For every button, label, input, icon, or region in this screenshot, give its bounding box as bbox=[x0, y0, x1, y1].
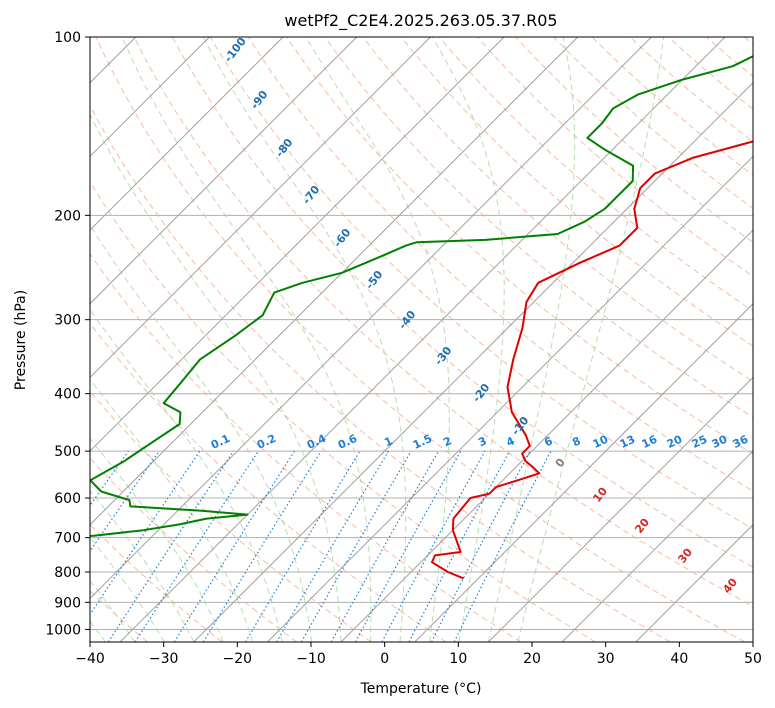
dry-adiabat bbox=[90, 104, 671, 642]
mixing-ratio-line bbox=[202, 450, 322, 642]
dry-adiabat bbox=[477, 37, 753, 277]
moist-adiabat bbox=[517, 37, 665, 642]
isotherm bbox=[90, 37, 505, 452]
dry-adiabat bbox=[438, 37, 753, 312]
dry-adiabat bbox=[90, 523, 223, 642]
mixing-ratio-label: 16 bbox=[640, 433, 660, 451]
plot-frame bbox=[89, 36, 754, 643]
moist-adiabat bbox=[90, 378, 254, 642]
isotherm bbox=[90, 37, 431, 379]
moist-adiabat bbox=[305, 37, 450, 642]
dewpoint-line bbox=[90, 55, 753, 537]
mixing-ratio-line bbox=[354, 450, 462, 642]
chart-title: wetPf2_C2E4.2025.263.05.37.R05 bbox=[284, 11, 557, 31]
x-tick-label: 10 bbox=[449, 651, 467, 667]
mixing-ratio-line bbox=[90, 450, 201, 616]
temperature-line bbox=[431, 140, 753, 580]
y-tick-label: 900 bbox=[54, 595, 81, 611]
moist-adiabat bbox=[202, 37, 407, 642]
y-tick-label: 700 bbox=[54, 531, 81, 547]
moist-adiabat bbox=[90, 580, 136, 642]
mixing-ratio-line bbox=[107, 450, 235, 642]
moist-adiabat bbox=[432, 37, 505, 642]
x-tick-label: 40 bbox=[670, 651, 688, 667]
y-tick-label: 500 bbox=[54, 444, 81, 460]
isotherm bbox=[90, 37, 358, 305]
dry-adiabat bbox=[286, 37, 753, 455]
y-tick-label: 400 bbox=[54, 387, 81, 403]
mixing-ratio-lines bbox=[90, 450, 552, 642]
isotherm bbox=[193, 82, 753, 642]
y-axis-label: Pressure (hPa) bbox=[13, 290, 29, 390]
y-tick-label: 100 bbox=[54, 30, 81, 46]
isotherm bbox=[90, 37, 284, 231]
y-axis-ticks: 100 200 300 400 500 600 700 800 900 1000 bbox=[45, 30, 90, 638]
dry-adiabat bbox=[90, 390, 372, 642]
y-tick-label: 200 bbox=[54, 208, 81, 224]
dry-adiabat bbox=[400, 37, 753, 347]
x-axis-ticks: −40 −30 −20 −10 0 10 20 30 40 50 bbox=[75, 642, 762, 667]
mixing-ratio-line bbox=[453, 450, 552, 642]
mixing-ratio-line bbox=[134, 450, 259, 642]
dry-adiabat bbox=[362, 37, 753, 382]
dry-adiabat bbox=[629, 37, 753, 143]
x-axis-label: Temperature (°C) bbox=[360, 681, 482, 697]
dry-adiabat bbox=[591, 37, 753, 176]
dry-adiabat bbox=[90, 322, 447, 642]
y-tick-label: 300 bbox=[54, 313, 81, 329]
plot-area bbox=[90, 37, 753, 642]
isotherm bbox=[90, 37, 579, 526]
isotherm bbox=[635, 524, 753, 642]
mixing-ratio-label: 13 bbox=[618, 433, 637, 451]
x-tick-label: 0 bbox=[380, 651, 389, 667]
dry-adiabat bbox=[209, 37, 753, 530]
y-tick-label: 1000 bbox=[45, 622, 81, 638]
x-tick-label: −40 bbox=[75, 651, 105, 667]
pressure-gridlines bbox=[90, 37, 753, 630]
profile-series bbox=[90, 55, 753, 580]
isotherm bbox=[340, 229, 753, 642]
isotherm bbox=[561, 450, 753, 642]
mixing-ratio-label: 36 bbox=[731, 433, 751, 451]
moist-adiabats bbox=[90, 37, 665, 642]
moist-adiabat bbox=[90, 437, 224, 642]
dry-adiabat bbox=[90, 181, 596, 642]
mixing-ratio-line bbox=[330, 450, 440, 642]
moist-adiabat bbox=[90, 308, 283, 642]
isotherm bbox=[90, 37, 210, 158]
y-tick-label: 800 bbox=[54, 565, 81, 581]
dry-adiabat bbox=[324, 37, 753, 419]
mixing-ratio-label: 30 bbox=[710, 433, 730, 451]
x-tick-label: 50 bbox=[744, 651, 762, 667]
isotherm bbox=[90, 37, 652, 600]
x-tick-label: 20 bbox=[523, 651, 541, 667]
isotherm bbox=[119, 37, 726, 642]
mixing-ratio-label: 25 bbox=[690, 433, 709, 451]
mixing-ratio-line bbox=[381, 450, 486, 642]
moist-adiabat bbox=[90, 113, 342, 642]
x-tick-label: −30 bbox=[149, 651, 179, 667]
x-tick-label: −10 bbox=[296, 651, 326, 667]
isotherm bbox=[488, 376, 753, 642]
mixing-ratio-label: 10 bbox=[591, 433, 611, 451]
moist-adiabat bbox=[487, 37, 576, 642]
x-tick-label: −20 bbox=[223, 651, 253, 667]
x-tick-label: 30 bbox=[597, 651, 615, 667]
isotherms bbox=[90, 37, 753, 642]
y-tick-label: 600 bbox=[54, 491, 81, 507]
moist-adiabat bbox=[90, 223, 313, 642]
dry-adiabat bbox=[133, 37, 753, 608]
moist-adiabat bbox=[121, 37, 372, 642]
dry-adiabat bbox=[90, 253, 522, 642]
isotherm bbox=[414, 303, 753, 642]
mixing-ratio-label: 20 bbox=[665, 433, 685, 451]
isotherm bbox=[267, 155, 753, 642]
